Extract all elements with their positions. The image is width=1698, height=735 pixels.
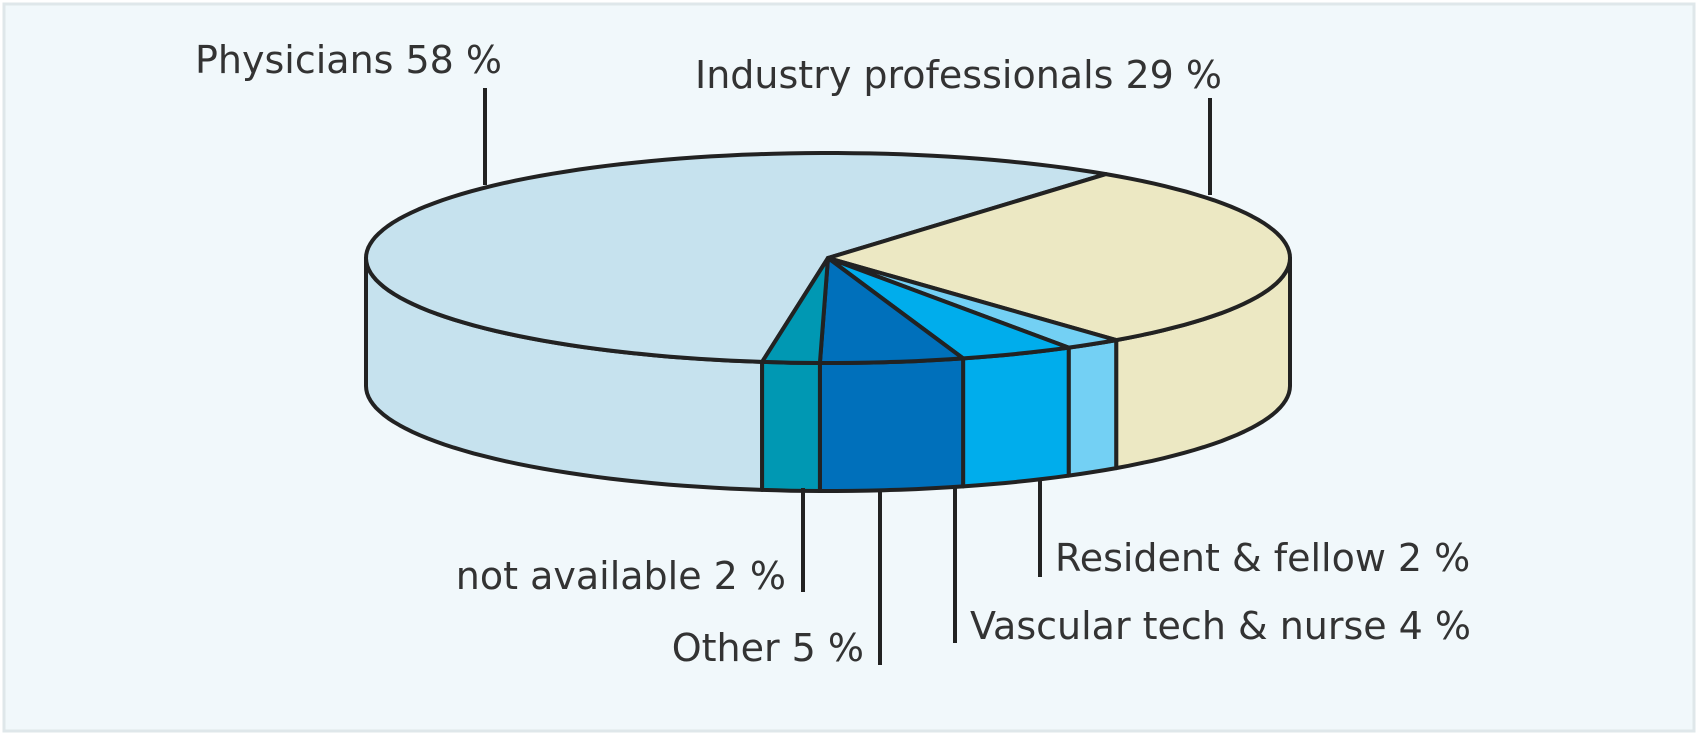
category-name: not available bbox=[456, 554, 702, 598]
slice-top bbox=[817, 256, 966, 365]
slice-label: not available 2 % bbox=[456, 554, 786, 598]
slice-top bbox=[760, 256, 830, 365]
category-name: Resident & fellow bbox=[1055, 536, 1386, 580]
slice-top bbox=[826, 256, 1071, 361]
category-name: Other bbox=[672, 626, 780, 670]
category-name: Vascular tech & nurse bbox=[970, 604, 1387, 648]
category-name: Physicians bbox=[195, 38, 393, 82]
slice-label: Physicians 58 % bbox=[195, 38, 502, 82]
slice-top bbox=[364, 151, 1108, 364]
slice-side bbox=[760, 359, 822, 493]
value-label: 2 % bbox=[714, 554, 786, 598]
slice-top bbox=[826, 172, 1292, 343]
slice-side bbox=[817, 356, 966, 493]
value-label: 5 % bbox=[792, 626, 864, 670]
value-label: 4 % bbox=[1399, 604, 1471, 648]
slice-side bbox=[1066, 338, 1119, 478]
value-label: 58 % bbox=[405, 38, 502, 82]
slice-label: Resident & fellow 2 % bbox=[1055, 536, 1470, 580]
slice-label: Vascular tech & nurse 4 % bbox=[970, 604, 1471, 648]
category-name: Industry professionals bbox=[695, 53, 1113, 97]
value-label: 2 % bbox=[1398, 536, 1470, 580]
slice-label: Industry professionals 29 % bbox=[695, 53, 1222, 97]
slice-side bbox=[961, 345, 1071, 489]
value-label: 29 % bbox=[1125, 53, 1222, 97]
slice-label: Other 5 % bbox=[672, 626, 864, 670]
